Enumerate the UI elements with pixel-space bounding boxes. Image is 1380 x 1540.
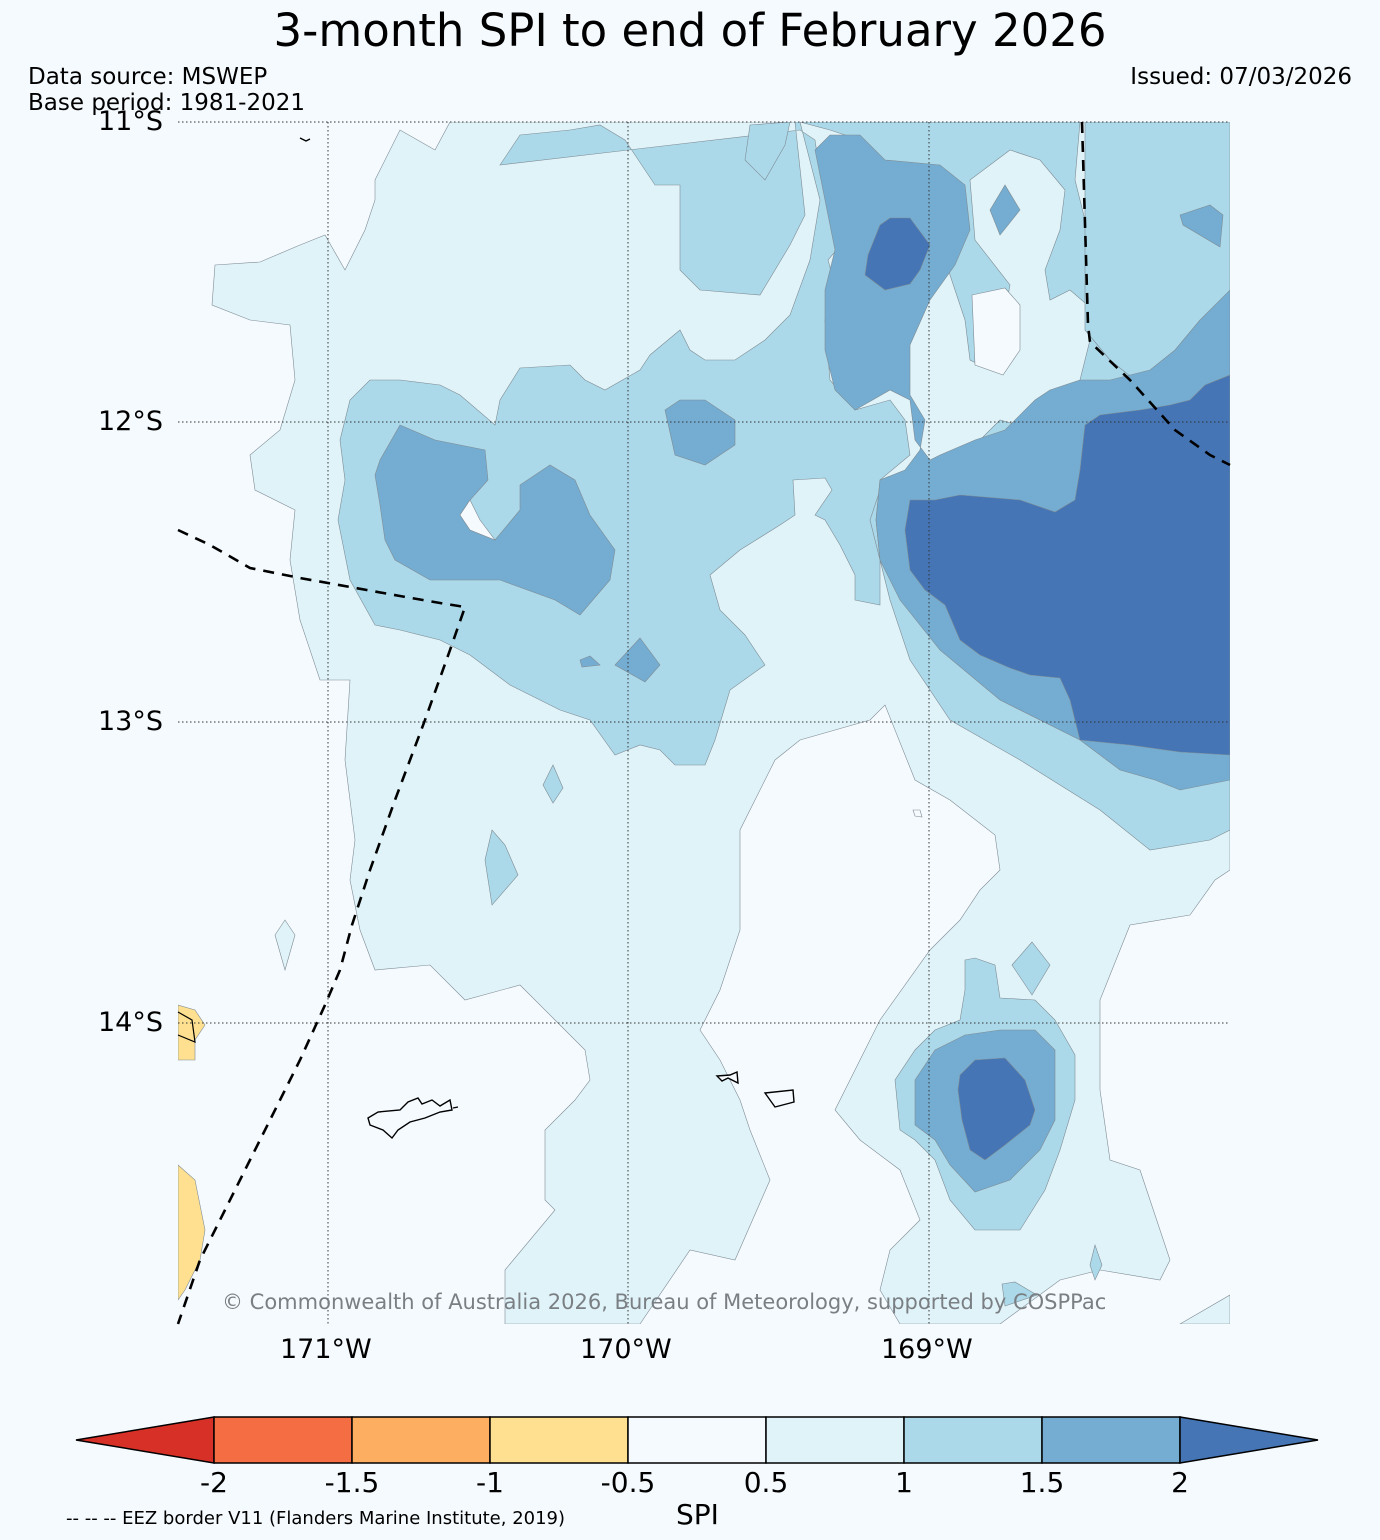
- lat-label-11s: 11°S: [98, 106, 163, 137]
- colorbar-bin: [627, 1416, 767, 1464]
- lon-label-171w: 171°W: [280, 1334, 372, 1365]
- spi-colorbar: [75, 1416, 1319, 1464]
- colorbar-tick: -1: [476, 1466, 504, 1499]
- colorbar-bin: [351, 1416, 491, 1464]
- colorbar-tick: 1: [895, 1466, 913, 1499]
- colorbar-bin: [1041, 1416, 1181, 1464]
- spi-contour-gt-2: [904, 374, 1230, 756]
- colorbar-bin: [765, 1416, 905, 1464]
- lat-label-12s: 12°S: [98, 406, 163, 437]
- map-title: 3-month SPI to end of February 2026: [273, 4, 1107, 57]
- graticule: [178, 121, 1230, 1324]
- tau-island: [763, 1089, 795, 1108]
- eez-legend-note: -- -- -- EEZ border V11 (Flanders Marine…: [66, 1508, 566, 1529]
- colorbar-bin: [489, 1416, 629, 1464]
- colorbar-bin: [903, 1416, 1043, 1464]
- data-source: Data source: MSWEP: [28, 64, 268, 90]
- copyright-notice: © Commonwealth of Australia 2026, Bureau…: [222, 1290, 1107, 1314]
- colorbar-tick: -0.5: [600, 1466, 656, 1499]
- colorbar-extend-high: [1179, 1416, 1319, 1464]
- colorbar-bin: [213, 1416, 353, 1464]
- colorbar-tick: 1.5: [1019, 1466, 1065, 1499]
- lon-label-169w: 169°W: [881, 1334, 973, 1365]
- colorbar-tick: -1.5: [324, 1466, 380, 1499]
- coastlines: [177, 137, 795, 1140]
- ofu-olosega-island: [715, 1070, 739, 1085]
- issued-date: Issued: 07/03/2026: [1130, 64, 1352, 90]
- lat-label-14s: 14°S: [98, 1007, 163, 1038]
- colorbar-extend-low: [75, 1416, 215, 1464]
- lat-label-13s: 13°S: [98, 706, 163, 737]
- base-period: Base period: 1981-2021: [28, 90, 306, 116]
- lon-label-170w: 170°W: [580, 1334, 672, 1365]
- colorbar-tick: -2: [200, 1466, 228, 1499]
- tutuila-island: [367, 1097, 453, 1140]
- colorbar-label: SPI: [676, 1498, 719, 1531]
- colorbar-tick: 0.5: [743, 1466, 789, 1499]
- eez-border: [176, 121, 1231, 1325]
- colorbar-tick: 2: [1171, 1466, 1189, 1499]
